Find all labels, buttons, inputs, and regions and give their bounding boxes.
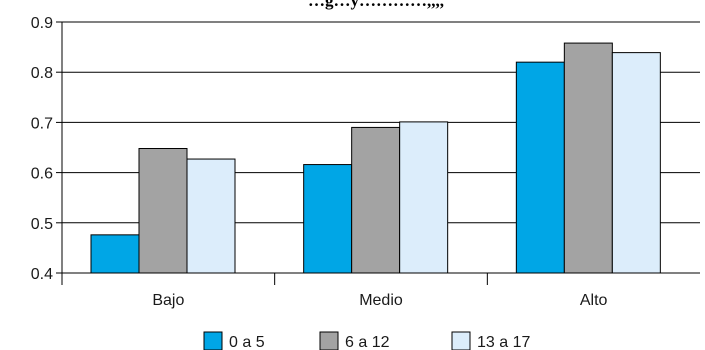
bar (515, 61, 565, 274)
legend-label: 0 a 5 (229, 334, 265, 350)
bar (138, 148, 188, 274)
bar (611, 52, 661, 274)
bar (90, 234, 140, 274)
chart-title: …g…y…………,,,, (308, 0, 444, 10)
bar (563, 42, 613, 274)
bar (351, 126, 401, 274)
legend-swatch (451, 331, 471, 350)
legend-swatch (203, 331, 223, 350)
y-tick-label: 0.4 (31, 266, 53, 283)
y-tick-label: 0.8 (31, 65, 53, 82)
bar (303, 164, 353, 274)
bar (399, 121, 449, 274)
x-category-label: Medio (359, 292, 403, 309)
bar (186, 158, 236, 274)
y-tick-label: 0.9 (31, 15, 53, 32)
y-tick-label: 0.5 (31, 216, 53, 233)
y-tick-label: 0.6 (31, 166, 53, 183)
x-category-label: Alto (580, 292, 608, 309)
y-tick-label: 0.7 (31, 115, 53, 132)
legend-label: 13 a 17 (477, 334, 530, 350)
legend-swatch (319, 331, 339, 350)
x-category-label: Bajo (152, 292, 184, 309)
legend-label: 6 a 12 (345, 334, 390, 350)
